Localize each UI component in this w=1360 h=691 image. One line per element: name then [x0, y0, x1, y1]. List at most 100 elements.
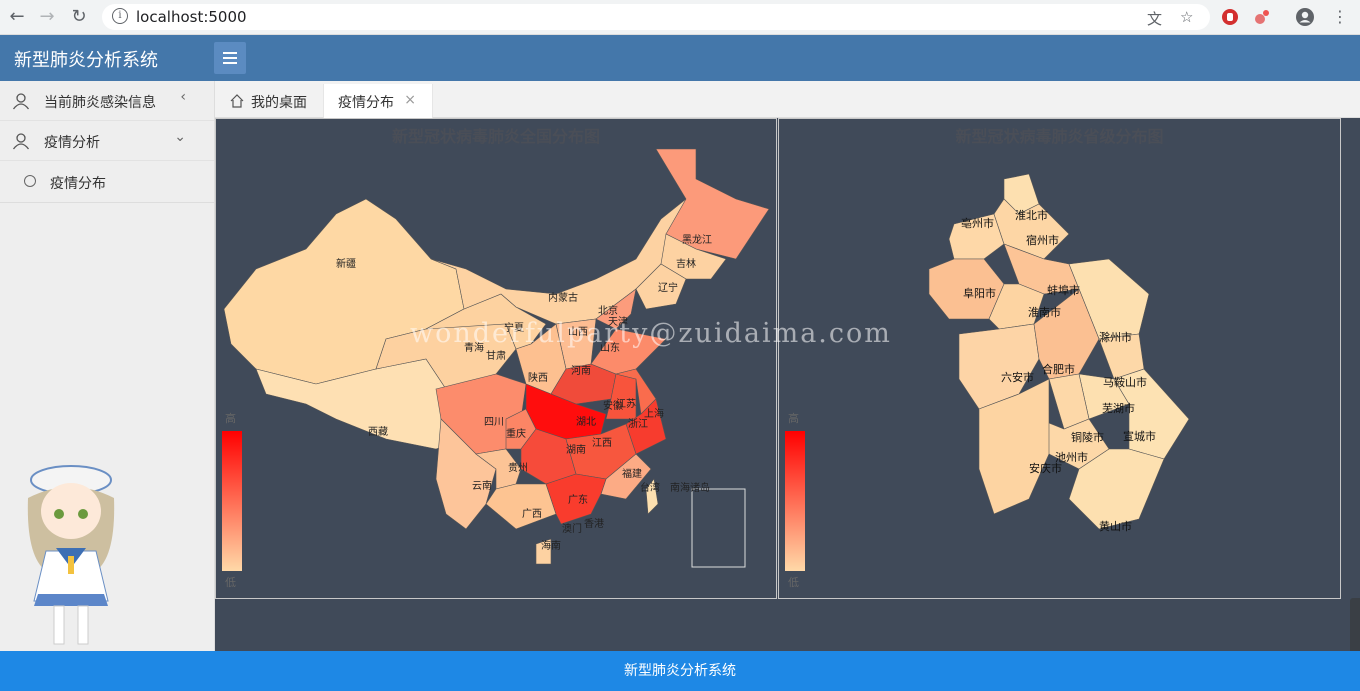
label-south-sea: 南海诸岛 — [670, 481, 710, 494]
mascot-image[interactable] — [16, 456, 126, 650]
extension-icon[interactable] — [1252, 7, 1272, 27]
back-icon[interactable]: ← — [9, 6, 25, 27]
label-shandong: 山东 — [600, 341, 620, 354]
label-hunan: 湖南 — [566, 443, 586, 456]
label-gansu: 甘肃 — [486, 349, 506, 362]
label-hongkong: 香港 — [584, 518, 604, 530]
sidebar-toggle-button[interactable] — [214, 42, 246, 74]
label-chuzhou: 滁州市 — [1099, 330, 1132, 344]
browser-toolbar: ← → ↻ i localhost:5000 文 ☆ ⋮ — [0, 0, 1360, 35]
label-suzhou: 宿州市 — [1026, 233, 1059, 247]
tab-my-desktop[interactable]: 我的桌面 — [227, 84, 322, 118]
label-xinjiang: 新疆 — [336, 257, 356, 270]
user-circle-icon — [24, 175, 36, 187]
app-title: 新型肺炎分析系统 — [14, 50, 158, 71]
label-jiangxi: 江西 — [592, 437, 612, 449]
label-bozhou: 亳州市 — [961, 216, 994, 230]
label-shaanxi: 陕西 — [528, 371, 548, 384]
app-header: 新型肺炎分析系统 — [0, 35, 1360, 81]
sidebar-item-infection-info[interactable]: 当前肺炎感染信息 ‹ — [0, 81, 214, 121]
tab-bar: 我的桌面 疫情分布 × — [215, 81, 1360, 118]
label-hefei: 合肥市 — [1042, 362, 1075, 376]
label-beijing: 北京 — [598, 304, 618, 317]
color-scale-bar[interactable] — [222, 431, 242, 571]
legend-high-label: 高 — [225, 412, 236, 425]
label-fujian: 福建 — [622, 467, 642, 480]
label-yunnan: 云南 — [472, 479, 492, 492]
chevron-down-icon: ⌄ — [174, 129, 186, 145]
label-hainan: 海南 — [541, 539, 561, 552]
chevron-left-icon: ‹ — [180, 89, 186, 105]
tab-epidemic-distribution[interactable]: 疫情分布 × — [323, 84, 433, 118]
region-liuan — [958, 323, 1040, 410]
label-shanxi: 山西 — [568, 326, 588, 338]
label-neimenggu: 内蒙古 — [548, 291, 578, 304]
label-chizhou: 池州市 — [1055, 450, 1088, 464]
region-guangdong — [545, 473, 607, 525]
visual-map-legend[interactable]: 高 低 — [222, 410, 252, 590]
sidebar-subitem-label: 疫情分布 — [50, 176, 106, 192]
sidebar-item-epidemic-analysis[interactable]: 疫情分析 ⌄ — [0, 121, 214, 161]
label-qinghai: 青海 — [464, 341, 484, 354]
label-huaibei: 淮北市 — [1015, 208, 1048, 222]
translate-icon[interactable]: 文 — [1147, 10, 1163, 28]
reload-icon[interactable]: ↻ — [71, 6, 87, 27]
home-icon — [230, 94, 244, 108]
site-info-icon[interactable]: i — [112, 8, 128, 24]
label-guangxi: 广西 — [522, 508, 542, 520]
province-map-panel: 新型冠状病毒肺炎省级分布图 亳州市 — [778, 118, 1341, 599]
scroll-handle[interactable] — [1350, 598, 1360, 656]
label-tianjin: 天津 — [608, 316, 628, 328]
national-map-panel: 新型冠状病毒肺炎全国分布图 — [215, 118, 777, 599]
label-shanghai: 上海 — [644, 407, 664, 420]
anhui-map[interactable]: 亳州市 淮北市 宿州市 阜阳市 蚌埠市 淮南市 滁州市 六安市 合肥市 马鞍山市… — [779, 119, 1342, 600]
color-scale-bar[interactable] — [785, 431, 805, 571]
user-icon — [12, 133, 30, 150]
label-bengbu: 蚌埠市 — [1047, 283, 1080, 297]
label-liuan: 六安市 — [1001, 370, 1034, 384]
legend-low-label: 低 — [225, 576, 236, 589]
label-fuyang: 阜阳市 — [963, 286, 996, 300]
bookmark-star-icon[interactable]: ☆ — [1180, 8, 1194, 26]
label-hubei: 湖北 — [576, 416, 596, 428]
close-icon[interactable]: × — [404, 92, 416, 108]
address-bar[interactable]: i localhost:5000 文 ☆ — [102, 4, 1210, 30]
user-icon — [12, 93, 30, 110]
region-heilongjiang — [655, 148, 770, 260]
label-ningxia: 宁夏 — [504, 321, 524, 334]
province-map-title: 新型冠状病毒肺炎省级分布图 — [955, 127, 1164, 146]
visual-map-legend[interactable]: 高 低 — [785, 410, 815, 590]
profile-avatar-icon[interactable] — [1295, 7, 1315, 27]
south-sea-inset — [691, 488, 746, 568]
sidebar-item-label: 疫情分析 — [44, 135, 100, 151]
label-liaoning: 辽宁 — [658, 281, 678, 294]
region-taiwan — [645, 478, 659, 515]
china-map[interactable]: 新疆 西藏 青海 甘肃 宁夏 内蒙古 黑龙江 吉林 辽宁 北京 天津 山西 陕西… — [216, 119, 778, 600]
label-sichuan: 四川 — [484, 417, 504, 428]
label-xizang: 西藏 — [368, 426, 388, 438]
forward-icon[interactable]: → — [39, 6, 55, 27]
tab-label: 我的桌面 — [251, 95, 307, 111]
sidebar-subitem-distribution[interactable]: 疫情分布 — [0, 161, 214, 203]
adblock-extension-icon[interactable] — [1220, 7, 1240, 27]
legend-low-label: 低 — [788, 576, 799, 589]
footer: 新型肺炎分析系统 — [0, 651, 1360, 691]
browser-menu-icon[interactable]: ⋮ — [1332, 7, 1348, 26]
region-zhejiang — [625, 398, 667, 455]
watermark: wonderfulparty@zuidaima.com — [410, 318, 892, 349]
national-map-title: 新型冠状病毒肺炎全国分布图 — [391, 127, 600, 146]
region-liaoning — [635, 263, 687, 310]
label-jiangsu: 江苏 — [616, 397, 636, 410]
label-heilongjiang: 黑龙江 — [682, 233, 712, 246]
label-macau: 澳门 — [562, 522, 582, 535]
label-xuancheng: 宣城市 — [1123, 429, 1156, 443]
label-chongqing: 重庆 — [506, 427, 526, 440]
region-suzhou — [993, 198, 1070, 260]
label-jilin: 吉林 — [676, 257, 696, 270]
main-content: 新型冠状病毒肺炎全国分布图 — [215, 118, 1360, 656]
region-beijing — [595, 288, 637, 330]
url-text: localhost:5000 — [136, 8, 247, 26]
label-zhejiang: 浙江 — [628, 418, 648, 430]
label-maanshan: 马鞍山市 — [1103, 375, 1147, 389]
label-huainan: 淮南市 — [1028, 305, 1061, 319]
